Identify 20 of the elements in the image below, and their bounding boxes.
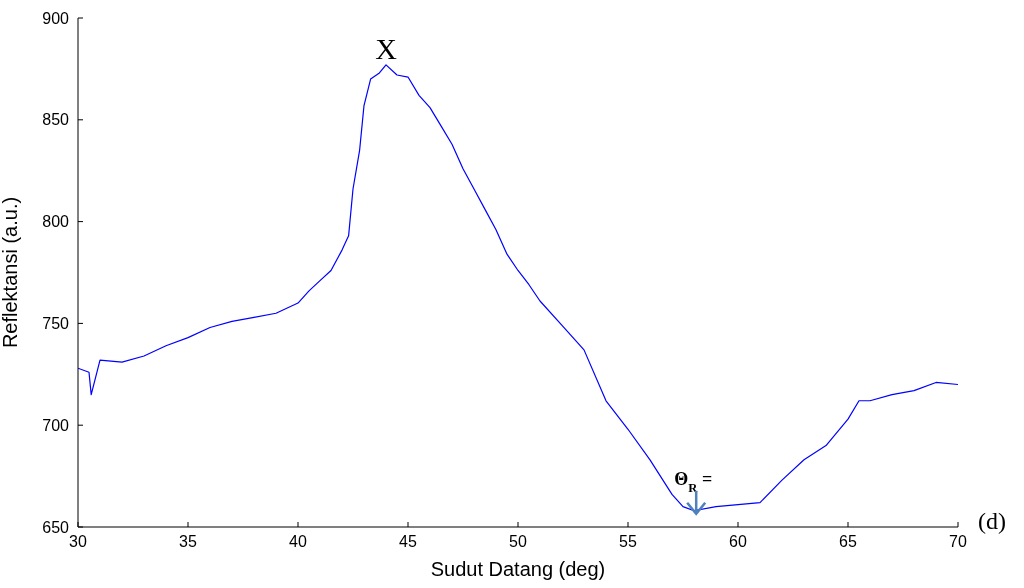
x-tick-label: 40 [289, 533, 307, 551]
x-tick-label: 70 [949, 533, 967, 551]
x-tick-label: 55 [619, 533, 637, 551]
x-tick-label: 65 [839, 533, 857, 551]
line-series [78, 64, 958, 512]
x-tick-label: 50 [509, 533, 527, 551]
x-tick-label: 35 [179, 533, 197, 551]
y-tick-label: 850 [42, 111, 70, 129]
y-tick-label: 900 [42, 9, 70, 27]
y-axis-title: Reflektansi (a.u.) [0, 196, 22, 349]
x-tick-label: 60 [729, 533, 747, 551]
x-tick-label: 30 [69, 533, 87, 551]
y-tick-label: 650 [42, 518, 70, 536]
y-tick-label: 800 [42, 213, 70, 231]
y-tick-label: 700 [42, 416, 70, 434]
text: (d) [978, 508, 1006, 535]
x-tick-label: 45 [399, 533, 417, 551]
y-tick-label: 750 [42, 315, 70, 333]
annotation: X [375, 31, 398, 65]
x-axis-title: Sudut Datang (deg) [430, 558, 606, 580]
